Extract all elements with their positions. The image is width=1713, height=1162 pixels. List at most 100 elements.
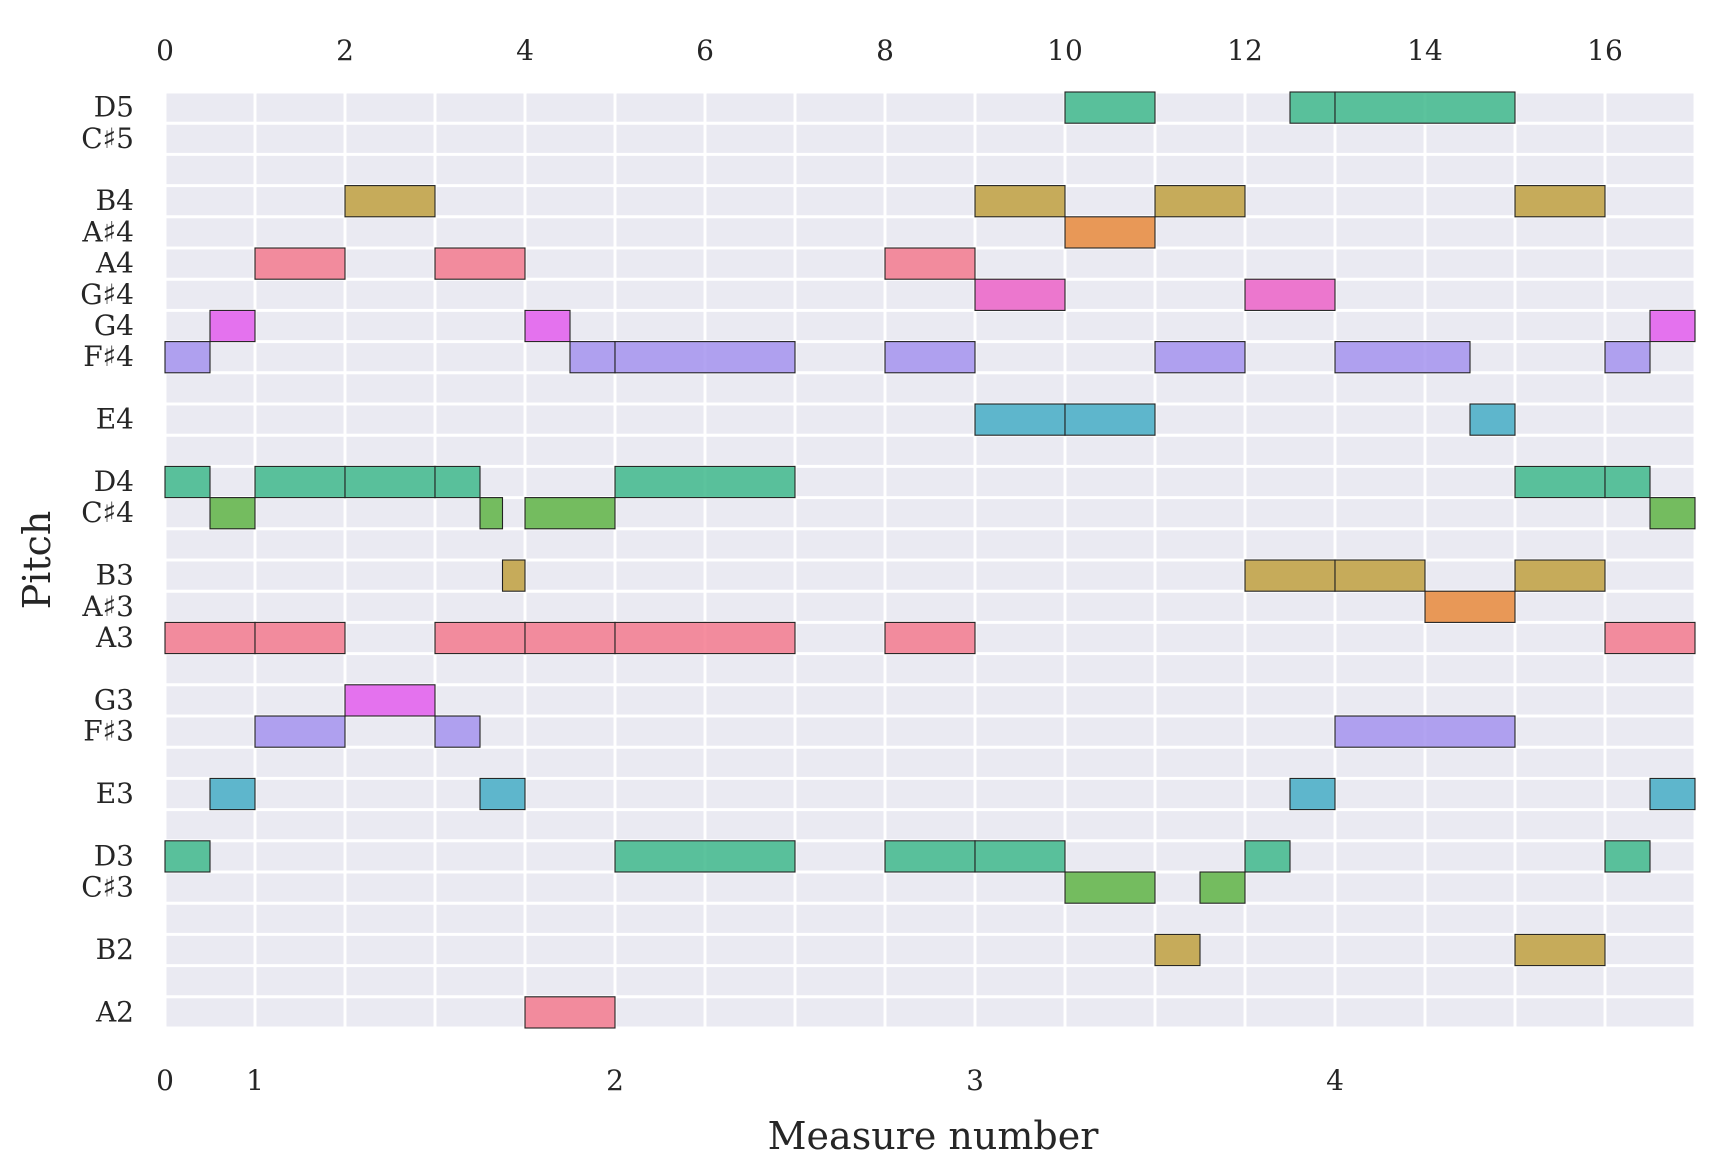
note-d <box>1604 465 1651 499</box>
note-d <box>164 465 211 499</box>
bottom-tick-label: 2 <box>606 1064 624 1097</box>
pitch-label: C♯4 <box>81 496 134 529</box>
note-d <box>164 840 211 873</box>
note-d <box>1244 840 1291 873</box>
note-fsharp <box>1334 715 1516 748</box>
note-d <box>1604 840 1651 873</box>
note-d <box>1289 91 1336 124</box>
note-b <box>344 185 436 218</box>
note-d <box>254 465 346 499</box>
top-axis-ticks: 0 2 4 6 8 10 12 14 16 <box>156 34 1623 67</box>
note-fsharp <box>164 341 211 374</box>
pitch-label: G♯4 <box>80 278 134 311</box>
note-b <box>1244 559 1336 592</box>
pitch-label: A3 <box>95 621 134 654</box>
note-e <box>209 777 256 811</box>
note-b <box>974 185 1066 218</box>
note-e <box>1064 403 1156 436</box>
note-d <box>974 840 1066 873</box>
top-tick-label: 16 <box>1587 34 1623 67</box>
bottom-tick-label: 1 <box>246 1064 264 1097</box>
note-b <box>1514 559 1606 592</box>
note-csharp <box>1199 871 1246 904</box>
pitch-label: E4 <box>96 403 134 436</box>
note-csharp <box>479 497 504 530</box>
pitch-label: C♯5 <box>81 122 134 155</box>
note-csharp <box>209 497 256 530</box>
note-b <box>501 559 526 592</box>
top-tick-label: 12 <box>1227 34 1263 67</box>
top-tick-label: 4 <box>516 34 534 67</box>
top-tick-label: 6 <box>696 34 714 67</box>
note-a <box>1604 621 1696 655</box>
note-b <box>1154 185 1246 218</box>
note-gsharp <box>974 278 1066 311</box>
note-csharp <box>1649 497 1696 530</box>
note-b <box>1334 559 1426 592</box>
note-asharp <box>1424 590 1516 623</box>
bottom-tick-label: 0 <box>156 1064 174 1097</box>
note-b <box>1154 933 1201 967</box>
note-g <box>1649 309 1696 343</box>
note-d <box>614 840 796 873</box>
note-g <box>344 684 436 717</box>
note-d <box>884 840 976 873</box>
top-tick-label: 10 <box>1047 34 1083 67</box>
note-a <box>884 621 976 655</box>
bottom-axis-ticks: 0 1 2 3 4 <box>156 1064 1344 1097</box>
pitch-label: C♯3 <box>81 871 134 904</box>
note-a <box>524 996 616 1029</box>
pitch-label: B2 <box>96 933 134 966</box>
note-e <box>974 403 1066 436</box>
top-tick-label: 2 <box>336 34 354 67</box>
note-fsharp <box>434 715 481 748</box>
note-d <box>344 465 436 499</box>
note-bars <box>164 91 1696 1029</box>
note-a <box>524 621 616 655</box>
note-e <box>1649 777 1696 811</box>
bottom-tick-label: 4 <box>1326 1064 1344 1097</box>
note-e <box>1289 777 1336 811</box>
note-b <box>1514 933 1606 967</box>
top-tick-label: 0 <box>156 34 174 67</box>
note-e <box>1469 403 1516 436</box>
x-axis-title: Measure number <box>768 1114 1100 1158</box>
note-fsharp <box>1604 341 1651 374</box>
note-a <box>884 247 976 280</box>
note-fsharp <box>884 341 976 374</box>
note-e <box>479 777 526 811</box>
note-a <box>434 621 526 655</box>
note-g <box>209 309 256 343</box>
note-d <box>1064 91 1156 124</box>
note-g <box>524 309 571 343</box>
note-fsharp <box>1154 341 1246 374</box>
note-a <box>164 621 256 655</box>
note-d <box>614 465 796 499</box>
pitch-label: G4 <box>94 309 134 342</box>
note-fsharp <box>254 715 346 748</box>
note-d <box>1514 465 1606 499</box>
note-b <box>1514 185 1606 218</box>
note-asharp <box>1064 216 1156 249</box>
pitch-label: G3 <box>94 683 134 716</box>
pitch-label: D3 <box>94 839 134 872</box>
pitch-label: D5 <box>94 91 134 124</box>
note-csharp <box>1064 871 1156 904</box>
bottom-tick-label: 3 <box>966 1064 984 1097</box>
note-a <box>434 247 526 280</box>
note-fsharp <box>569 341 616 374</box>
pitch-label: A♯4 <box>81 215 134 248</box>
note-d <box>434 465 481 499</box>
pitch-label: F♯4 <box>83 340 134 373</box>
note-a <box>254 621 346 655</box>
note-gsharp <box>1244 278 1336 311</box>
pitch-label: B4 <box>96 184 134 217</box>
top-tick-label: 14 <box>1407 34 1443 67</box>
pitch-label: A♯3 <box>81 590 134 623</box>
note-fsharp <box>1334 341 1471 374</box>
note-a <box>614 621 796 655</box>
y-axis-title: Pitch <box>15 511 59 610</box>
pitch-label: A2 <box>95 995 134 1028</box>
